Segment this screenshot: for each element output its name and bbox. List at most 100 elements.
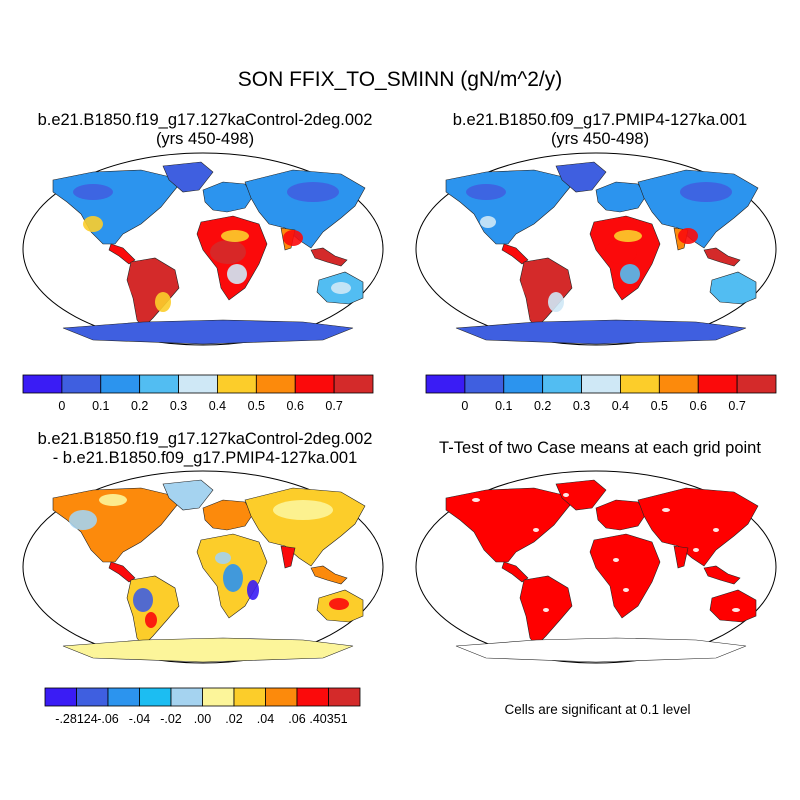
land-europe (202, 499, 254, 531)
field-region (283, 230, 303, 246)
field-region (480, 216, 496, 228)
land-maritime-se-asia (310, 565, 348, 585)
colorbar-label: -.04 (129, 712, 151, 726)
field-region (83, 216, 103, 232)
colorbar-label: .06 (288, 712, 305, 726)
field-region (623, 588, 629, 592)
colorbar-swatch (581, 374, 621, 394)
panel-title-line2: (yrs 450-498) (155, 130, 255, 148)
panel-title-control: b.e21.B1850.f19_g17.127kaControl-2deg.00… (10, 111, 400, 149)
colorbar-swatch (620, 374, 660, 394)
colorbar-difference: -.28124 -.06 -.04 -.02 .00 .02 .04 .06 .40351 (44, 687, 361, 726)
colorbar-swatch (294, 374, 335, 394)
colorbar-swatch (328, 687, 361, 707)
field-region (613, 558, 619, 562)
panel-title-line1: T-Test of two Case means at each grid po… (439, 439, 761, 457)
panel-title-line1: b.e21.B1850.f19_g17.127kaControl-2deg.00… (37, 111, 373, 129)
field-region (210, 240, 246, 264)
colorbar-swatch (170, 687, 203, 707)
field-region (287, 182, 339, 202)
colorbar-swatch (658, 374, 699, 394)
colorbar-label: 0.5 (651, 399, 668, 413)
land-greenland (555, 161, 607, 193)
colorbar-label: 0.2 (534, 399, 551, 413)
land-greenland (555, 479, 607, 511)
colorbar-swatch (542, 374, 582, 394)
colorbar-label: -.06 (97, 712, 119, 726)
field-region (133, 588, 153, 612)
panel-title-line2: - b.e21.B1850.f09_g17.PMIP4-127ka.001 (52, 449, 358, 467)
land-antarctica (455, 637, 747, 663)
field-region (155, 292, 171, 312)
land-maritime-se-asia (310, 247, 348, 267)
colorbar-pmip4: 0 0.1 0.2 0.3 0.4 0.5 0.6 0.7 (425, 374, 777, 413)
colorbar-swatch (333, 374, 374, 394)
panel-title-line1: b.e21.B1850.f19_g17.127kaControl-2deg.00… (37, 430, 373, 448)
field-region (680, 182, 732, 202)
colorbar-label: 0.7 (325, 399, 342, 413)
panel-title-line2: (yrs 450-498) (550, 130, 650, 148)
field-region (227, 264, 247, 284)
colorbar-label: 0.4 (612, 399, 629, 413)
map-field (445, 161, 759, 345)
colorbar-label: 0.3 (170, 399, 187, 413)
panel-title-difference: b.e21.B1850.f19_g17.127kaControl-2deg.00… (10, 430, 400, 468)
field-region (215, 552, 231, 564)
colorbar-label: 0 (58, 399, 65, 413)
colorbar-label: 0.6 (287, 399, 304, 413)
field-region (620, 264, 640, 284)
colorbar-swatch (296, 687, 329, 707)
colorbar-swatch (255, 374, 296, 394)
colorbar-swatch (233, 687, 266, 707)
field-region (693, 548, 699, 552)
land-asia (637, 487, 759, 567)
colorbar-swatch (139, 687, 172, 707)
field-region (713, 528, 719, 532)
field-region (273, 500, 333, 520)
map-panel-difference (22, 470, 384, 664)
panel-title-line1: b.e21.B1850.f09_g17.PMIP4-127ka.001 (452, 111, 748, 129)
colorbar-swatch (265, 687, 298, 707)
colorbar-swatch (178, 374, 218, 394)
colorbar-label: 0.5 (248, 399, 265, 413)
land-central-america (501, 561, 529, 583)
map-panel-pmip4 (415, 152, 777, 346)
panel-title-ttest: T-Test of two Case means at each grid po… (405, 439, 795, 458)
colorbar-label: .00 (194, 712, 211, 726)
colorbar-swatch (464, 374, 505, 394)
colorbar-swatch (44, 687, 77, 707)
land-antarctica (455, 319, 747, 345)
field-region (73, 184, 113, 200)
field-region (522, 268, 550, 300)
colorbar-label: 0.6 (690, 399, 707, 413)
land-north-america (445, 487, 577, 563)
colorbar-label: .04 (257, 712, 274, 726)
colorbar-swatch (61, 374, 102, 394)
colorbar-label: -.28124 (55, 712, 97, 726)
field-region (466, 184, 506, 200)
field-region (614, 230, 642, 242)
colorbar-label: 0.3 (573, 399, 590, 413)
field-region (732, 608, 740, 612)
colorbar-label: .02 (225, 712, 242, 726)
land-greenland (162, 479, 214, 511)
colorbar-label: 0 (461, 399, 468, 413)
land-europe (202, 181, 254, 213)
land-antarctica (62, 319, 354, 345)
map-field (52, 479, 366, 663)
colorbar-control: 0 0.1 0.2 0.3 0.4 0.5 0.6 0.7 (22, 374, 374, 413)
colorbar-label: 0.4 (209, 399, 226, 413)
field-region (543, 608, 549, 612)
colorbar-label: 0.1 (495, 399, 512, 413)
field-region (563, 493, 569, 497)
colorbar-swatch (202, 687, 235, 707)
significance-note: Cells are significant at 0.1 level (504, 702, 691, 717)
map-field (445, 479, 759, 663)
colorbar-swatch (697, 374, 738, 394)
field-region (605, 240, 637, 264)
field-region (329, 598, 349, 610)
colorbar-label: 0.2 (131, 399, 148, 413)
colorbar-swatch (22, 374, 63, 394)
land-central-america (501, 243, 529, 265)
